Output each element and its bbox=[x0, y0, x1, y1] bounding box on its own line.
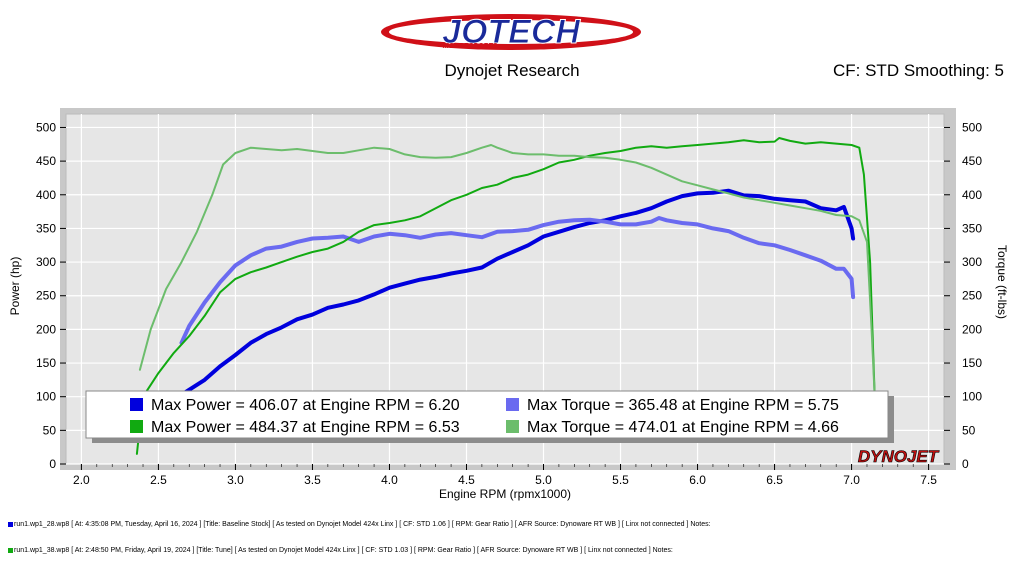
x-tick-label: 3.0 bbox=[227, 473, 244, 487]
y-tick-label: 250 bbox=[36, 289, 56, 303]
x-tick-label: 3.5 bbox=[304, 473, 321, 487]
y-tick-label: 500 bbox=[36, 120, 56, 134]
y2-tick-label: 500 bbox=[962, 120, 982, 134]
y-axis-label: Power (hp) bbox=[8, 257, 22, 316]
jotech-logo: JOTECH MOTORSPORTS bbox=[381, 13, 641, 52]
logo-subtext: MOTORSPORTS bbox=[443, 43, 498, 50]
x-tick-label: 2.5 bbox=[150, 473, 167, 487]
run-info-text: run1.wp1_38.wp8 [ At: 2:48:50 PM, Friday… bbox=[14, 547, 673, 554]
series-line-3-power bbox=[135, 137, 876, 455]
x-axis-label: Engine RPM (rpmx1000) bbox=[439, 487, 571, 501]
y2-tick-label: 400 bbox=[962, 188, 982, 202]
legend-swatch bbox=[130, 420, 143, 433]
y2-tick-label: 250 bbox=[962, 289, 982, 303]
run-info-2: run1.wp1_38.wp8 [ At: 2:48:50 PM, Friday… bbox=[8, 547, 673, 554]
y2-tick-label: 0 bbox=[962, 457, 969, 471]
series-line-2-torque bbox=[179, 216, 856, 345]
y2-tick-label: 50 bbox=[962, 423, 976, 437]
legend-swatch bbox=[130, 398, 143, 411]
y-tick-label: 150 bbox=[36, 356, 56, 370]
y-tick-label: 400 bbox=[36, 188, 56, 202]
y-tick-label: 200 bbox=[36, 322, 56, 336]
axes: 0 50 100 150 200 250 300 350 400 450 500 0 50 100 150 2… bbox=[36, 120, 982, 487]
legend-entry-text: Max Torque = 474.01 at Engine RPM = 4.66 bbox=[527, 419, 839, 436]
legend-entry-text: Max Power = 484.37 at Engine RPM = 6.53 bbox=[151, 419, 460, 436]
y-tick-label: 300 bbox=[36, 255, 56, 269]
y2-tick-label: 200 bbox=[962, 322, 982, 336]
y-tick-label: 50 bbox=[43, 423, 57, 437]
legend-entry-text: Max Torque = 365.48 at Engine RPM = 5.75 bbox=[527, 397, 839, 414]
header-center-title: Dynojet Research bbox=[444, 61, 580, 80]
y-tick-label: 0 bbox=[49, 457, 56, 471]
legend: Max Power = 406.07 at Engine RPM = 6.20 M… bbox=[85, 390, 894, 443]
logo-text: JOTECH bbox=[442, 13, 581, 51]
x-tick-label: 2.0 bbox=[73, 473, 90, 487]
dynojet-brand: DYNOJET bbox=[858, 447, 940, 466]
y2-tick-label: 100 bbox=[962, 390, 982, 404]
legend-entry-text: Max Power = 406.07 at Engine RPM = 6.20 bbox=[151, 397, 460, 414]
x-tick-label: 7.5 bbox=[920, 473, 937, 487]
x-tick-label: 5.5 bbox=[612, 473, 629, 487]
run-info-1: run1.wp1_28.wp8 [ At: 4:35:08 PM, Tuesda… bbox=[8, 521, 711, 528]
y2-tick-label: 150 bbox=[962, 356, 982, 370]
run-info-text: run1.wp1_28.wp8 [ At: 4:35:08 PM, Tuesda… bbox=[14, 521, 711, 528]
legend-box bbox=[85, 390, 889, 439]
series bbox=[135, 137, 876, 455]
series-line-1-power bbox=[176, 188, 856, 399]
y2-tick-label: 300 bbox=[962, 255, 982, 269]
run-color-marker bbox=[8, 521, 13, 527]
x-tick-label: 5.0 bbox=[535, 473, 552, 487]
y-tick-label: 350 bbox=[36, 221, 56, 235]
series-line-4-torque bbox=[138, 144, 876, 398]
x-tick-label: 4.0 bbox=[381, 473, 398, 487]
y2-axis-label: Torque (ft-lbs) bbox=[995, 245, 1009, 319]
run-color-marker bbox=[8, 547, 13, 553]
x-tick-label: 6.0 bbox=[689, 473, 706, 487]
y-tick-label: 100 bbox=[36, 390, 56, 404]
y-tick-label: 450 bbox=[36, 154, 56, 168]
x-tick-label: 4.5 bbox=[458, 473, 475, 487]
legend-swatch bbox=[506, 420, 519, 433]
legend-swatch bbox=[506, 398, 519, 411]
header-correction-factor: CF: STD Smoothing: 5 bbox=[832, 61, 1004, 80]
y2-tick-label: 350 bbox=[962, 221, 982, 235]
x-tick-label: 7.0 bbox=[843, 473, 860, 487]
x-tick-label: 6.5 bbox=[766, 473, 783, 487]
y2-tick-label: 450 bbox=[962, 154, 982, 168]
